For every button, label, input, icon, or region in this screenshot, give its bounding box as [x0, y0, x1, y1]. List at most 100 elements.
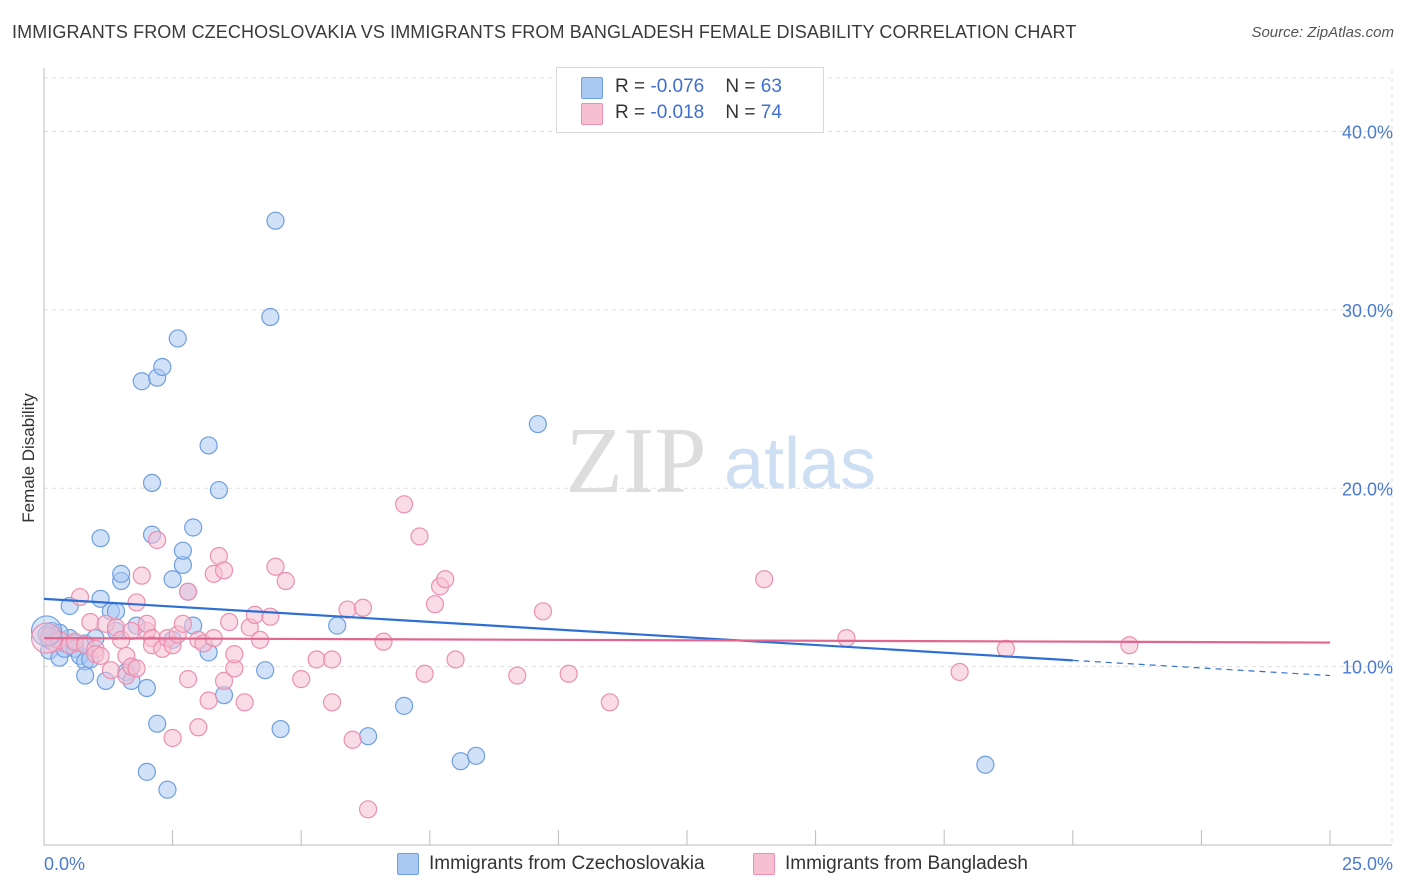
- bangladesh-point: [446, 650, 465, 669]
- bangladesh-point: [173, 614, 192, 633]
- czechoslovakia-point: [209, 480, 228, 500]
- bangladesh-point: [225, 645, 244, 664]
- czechoslovakia-point: [261, 307, 280, 327]
- czechoslovakia-point: [163, 570, 182, 589]
- x-tick-label: 0.0%: [44, 854, 85, 874]
- bangladesh-point: [600, 693, 619, 712]
- x-tick-label: 25.0%: [1342, 854, 1393, 874]
- czechoslovakia-point: [451, 752, 470, 771]
- bangladesh-point: [127, 593, 146, 612]
- bangladesh-point: [214, 671, 234, 690]
- bangladesh-point: [276, 571, 295, 591]
- bangladesh-point: [214, 561, 234, 580]
- bangladesh-point: [189, 718, 208, 737]
- source-label: Source: ZipAtlas.com: [1251, 24, 1394, 41]
- bangladesh-point: [122, 621, 141, 641]
- czechoslovakia-point: [173, 541, 192, 560]
- bangladesh-point: [81, 612, 100, 632]
- czechoslovakia-point: [91, 529, 110, 548]
- bangladesh-point: [101, 661, 120, 680]
- bangladesh-point: [322, 693, 342, 712]
- bangladesh-point: [163, 728, 182, 748]
- czechoslovakia-point: [976, 755, 995, 774]
- bangladesh-point: [322, 650, 342, 669]
- stats-legend: R = -0.076 N = 63 R = -0.018 N = 74: [556, 67, 824, 133]
- stats-r-label: R =: [615, 76, 651, 97]
- bangladesh-point: [533, 602, 553, 621]
- bangladesh-point: [508, 666, 527, 685]
- stats-r-value: -0.076: [650, 76, 705, 97]
- bangladesh-point: [91, 646, 110, 666]
- czechoslovakia-point: [137, 678, 156, 698]
- czechoslovakia-trend-line: [43, 597, 1073, 662]
- stats-swatch-bangladesh: [581, 103, 603, 125]
- stats-r-label: R =: [615, 102, 651, 123]
- bangladesh-point: [837, 628, 856, 648]
- bangladesh-point: [425, 595, 445, 614]
- bangladesh-point: [70, 587, 90, 607]
- bangladesh-point: [394, 495, 414, 514]
- bangladesh-point: [353, 598, 373, 617]
- bangladesh-point: [755, 570, 774, 589]
- bangladesh-point: [292, 670, 311, 689]
- legend-swatch-bangladesh: [753, 853, 775, 875]
- bangladesh-point: [358, 800, 378, 819]
- bangladesh-point: [338, 600, 357, 619]
- axes-layer: 10.0% 20.0% 30.0% 40.0% 0.0% 25.0%: [43, 68, 1393, 874]
- czechoslovakia-point: [394, 696, 414, 715]
- stats-swatch-czechoslovakia: [581, 77, 603, 99]
- czechoslovakia-point: [148, 714, 167, 733]
- bangladesh-point: [261, 607, 280, 626]
- y-axis-label: Female Disability: [19, 393, 38, 523]
- czechoslovakia-point: [132, 372, 151, 391]
- czechoslovakia-point: [184, 518, 203, 537]
- watermark-zip: ZIP: [566, 409, 707, 513]
- y-tick-label: 10.0%: [1342, 658, 1393, 678]
- bangladesh-point: [220, 612, 239, 632]
- grid-layer: [44, 70, 1393, 845]
- czechoslovakia-point: [528, 414, 547, 434]
- y-tick-label: 20.0%: [1342, 479, 1393, 499]
- bangladesh-point: [1120, 636, 1139, 655]
- chart-title: IMMIGRANTS FROM CZECHOSLOVAKIA VS IMMIGR…: [12, 22, 1077, 42]
- bangladesh-point: [559, 664, 578, 683]
- bangladesh-point: [235, 693, 254, 712]
- stats-r-value: -0.018: [650, 102, 705, 123]
- czechoslovakia-point: [328, 616, 347, 635]
- series-legend: Immigrants from Czechoslovakia Immigrant…: [0, 852, 1406, 878]
- bangladesh-point: [996, 639, 1016, 658]
- czechoslovakia-point: [158, 780, 177, 799]
- czechoslovakia-point: [153, 357, 172, 377]
- czechoslovakia-point: [256, 661, 275, 680]
- bangladesh-point: [178, 582, 198, 601]
- bangladesh-point: [374, 632, 393, 651]
- watermark: ZIP atlas: [566, 409, 877, 513]
- bangladesh-point: [410, 527, 429, 546]
- bangladesh-point: [436, 570, 455, 589]
- bangladesh-point: [307, 650, 326, 669]
- czechoslovakia-point: [142, 473, 162, 493]
- bangladesh-point: [148, 530, 167, 550]
- bangladesh-trend-line: [43, 636, 1331, 644]
- legend-label-czechoslovakia: Immigrants from Czechoslovakia: [429, 853, 705, 874]
- czechoslovakia-point: [112, 564, 131, 583]
- bangladesh-point: [245, 605, 265, 625]
- y-tick-label: 30.0%: [1342, 301, 1393, 321]
- czechoslovakia-point: [168, 329, 187, 348]
- bangladesh-point: [127, 659, 146, 678]
- points-layer: [30, 211, 1139, 819]
- bangladesh-point: [132, 566, 151, 585]
- legend-label-bangladesh: Immigrants from Bangladesh: [785, 853, 1028, 874]
- y-tick-label: 40.0%: [1342, 123, 1393, 143]
- czechoslovakia-point: [271, 719, 290, 739]
- czechoslovakia-point: [466, 746, 486, 765]
- bangladesh-point: [950, 662, 969, 682]
- watermark-atlas: atlas: [724, 424, 876, 504]
- czechoslovakia-point: [137, 762, 156, 781]
- bangladesh-point: [415, 664, 434, 683]
- bangladesh-point: [343, 730, 362, 749]
- stats-n-value: 74: [760, 102, 782, 123]
- stats-n-label: N =: [725, 76, 761, 97]
- czechoslovakia-point: [266, 211, 285, 230]
